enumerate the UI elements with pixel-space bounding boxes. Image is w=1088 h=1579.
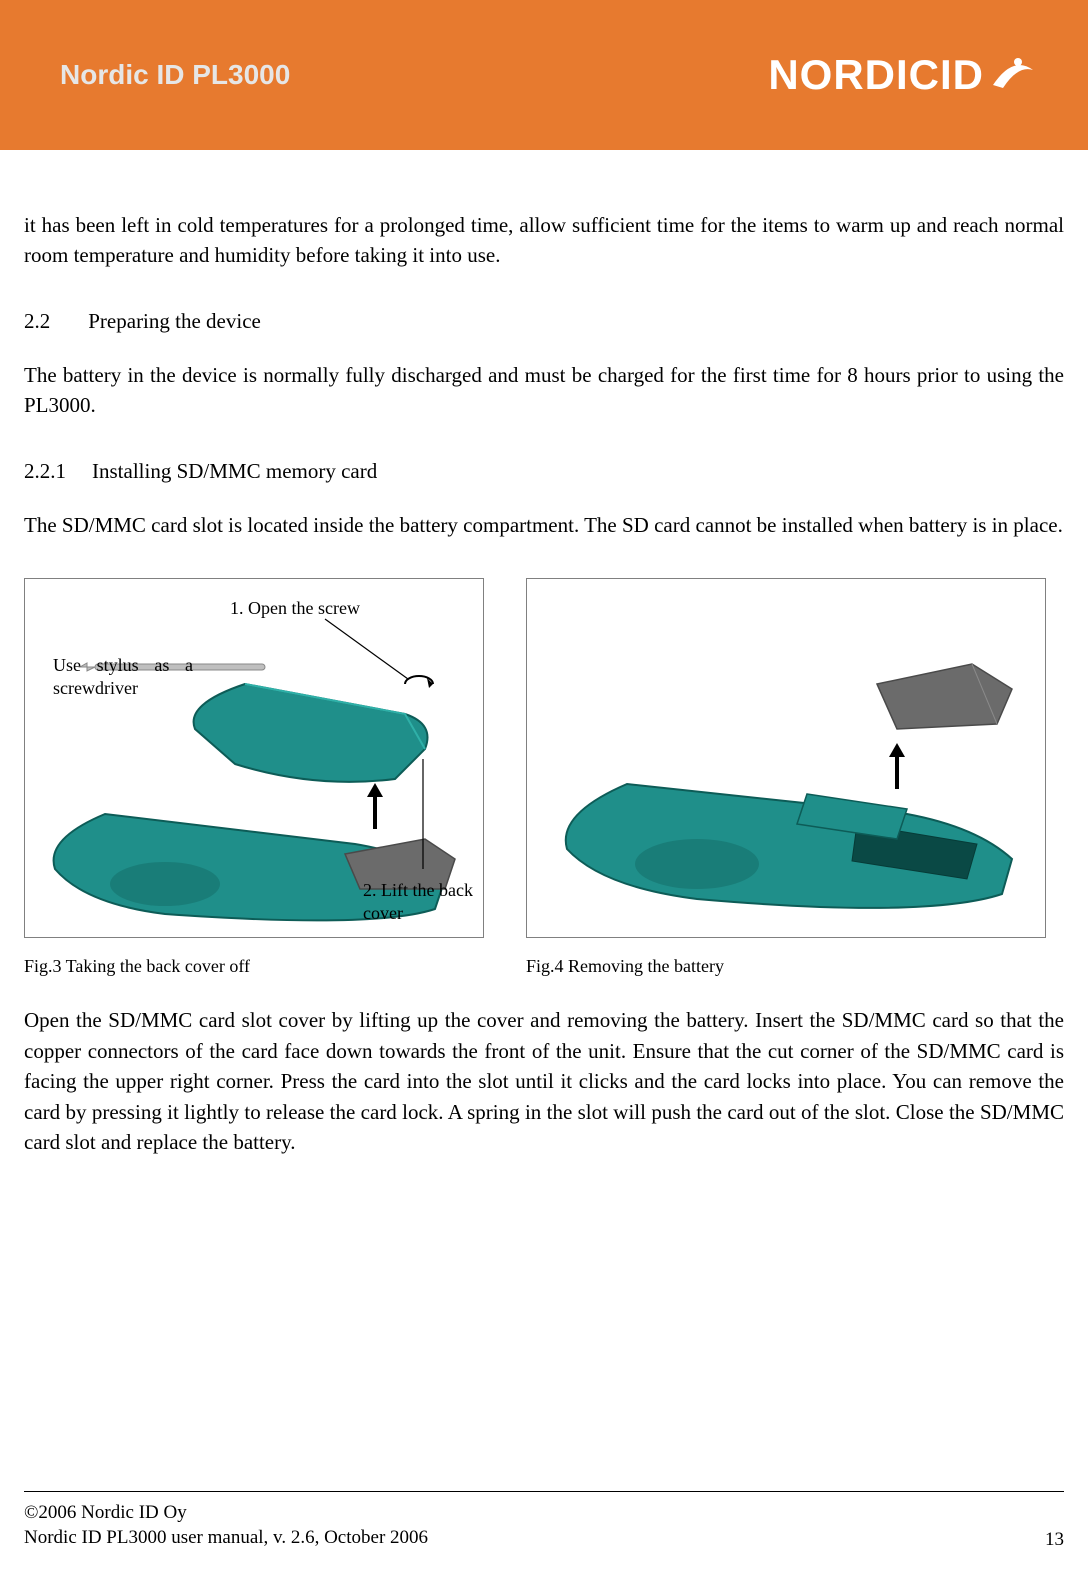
figure-4-caption: Fig.4 Removing the battery: [526, 956, 1046, 977]
intro-paragraph: it has been left in cold temperatures fo…: [24, 210, 1064, 271]
page-content: it has been left in cold temperatures fo…: [0, 150, 1088, 1157]
page-header: Nordic ID PL3000 NORDICID: [0, 0, 1088, 150]
page-footer: ©2006 Nordic ID Oy Nordic ID PL3000 user…: [24, 1491, 1064, 1551]
closing-paragraph: Open the SD/MMC card slot cover by lifti…: [24, 1005, 1064, 1157]
header-product-title: Nordic ID PL3000: [60, 59, 290, 91]
figure-captions-row: Fig.3 Taking the back cover off Fig.4 Re…: [24, 956, 1064, 977]
brand-logo-text: NORDICID: [768, 51, 984, 99]
section-2-2-1-para: The SD/MMC card slot is located inside t…: [24, 510, 1064, 540]
section-title: Preparing the device: [88, 309, 261, 334]
subsection-num: 2.2.1: [24, 459, 66, 484]
section-2-2-heading: 2.2 Preparing the device: [24, 309, 1064, 334]
section-2-2-1-heading: 2.2.1 Installing SD/MMC memory card: [24, 459, 1064, 484]
fig3-annot-stylus: Use stylus as a screwdriver: [53, 654, 193, 699]
footer-left-block: ©2006 Nordic ID Oy Nordic ID PL3000 user…: [24, 1500, 428, 1551]
footer-manual-line: Nordic ID PL3000 user manual, v. 2.6, Oc…: [24, 1525, 428, 1551]
subsection-title: Installing SD/MMC memory card: [92, 459, 377, 484]
figure-3-box: 1. Open the screw Use stylus as a screwd…: [24, 578, 484, 938]
footer-copyright: ©2006 Nordic ID Oy: [24, 1500, 428, 1526]
brand-swoosh-icon: [988, 50, 1038, 100]
figures-row: 1. Open the screw Use stylus as a screwd…: [24, 578, 1064, 938]
figure-4-box: [526, 578, 1046, 938]
brand-logo: NORDICID: [768, 50, 1038, 100]
section-num: 2.2: [24, 309, 50, 334]
figure-4-illustration: [527, 579, 1047, 939]
figure-3-caption: Fig.3 Taking the back cover off: [24, 956, 484, 977]
fig3-annot-step1: 1. Open the screw: [230, 597, 390, 620]
footer-page-number: 13: [1045, 1529, 1064, 1551]
section-2-2-para: The battery in the device is normally fu…: [24, 360, 1064, 421]
fig3-annot-step2: 2. Lift the back cover: [363, 879, 478, 924]
